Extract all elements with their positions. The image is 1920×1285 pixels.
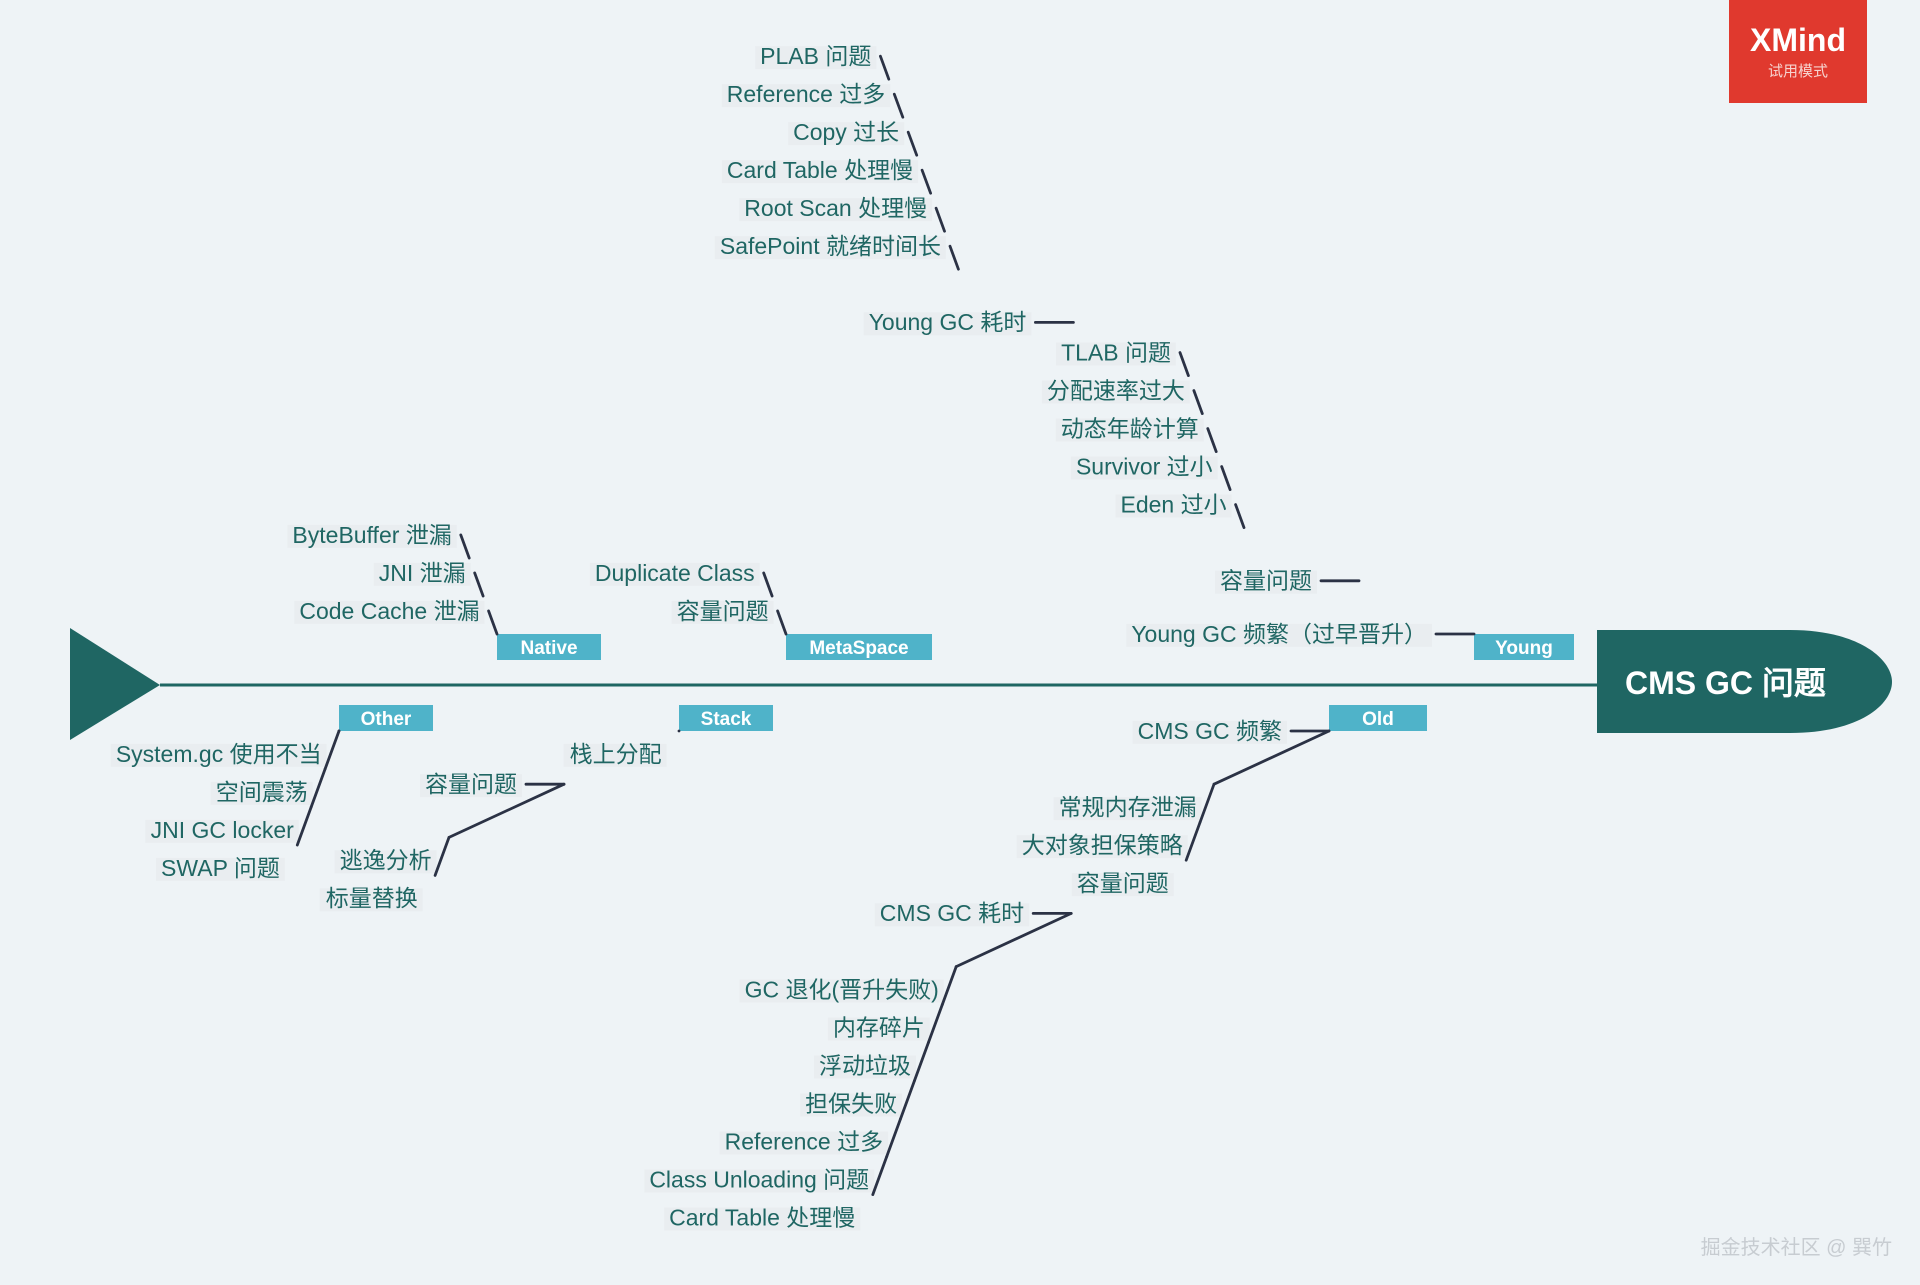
svg-text:Native: Native [520, 638, 577, 659]
svg-text:Duplicate Class: Duplicate Class [595, 560, 755, 586]
svg-text:大对象担保策略: 大对象担保策略 [1022, 832, 1183, 858]
svg-text:Young GC 耗时: Young GC 耗时 [869, 309, 1027, 335]
svg-text:SafePoint 就绪时间长: SafePoint 就绪时间长 [720, 233, 941, 259]
svg-text:担保失败: 担保失败 [805, 1090, 897, 1116]
svg-text:标量替换: 标量替换 [326, 885, 418, 911]
svg-text:Card Table 处理慢: Card Table 处理慢 [669, 1204, 855, 1230]
svg-text:Stack: Stack [701, 709, 752, 730]
svg-text:容量问题: 容量问题 [425, 771, 517, 797]
svg-text:动态年龄计算: 动态年龄计算 [1061, 415, 1199, 441]
svg-text:ByteBuffer 泄漏: ByteBuffer 泄漏 [292, 522, 451, 548]
svg-text:内存碎片: 内存碎片 [833, 1014, 925, 1040]
svg-text:Young: Young [1495, 638, 1553, 659]
svg-text:System.gc 使用不当: System.gc 使用不当 [116, 741, 322, 767]
svg-text:栈上分配: 栈上分配 [570, 741, 662, 767]
svg-text:CMS GC 频繁: CMS GC 频繁 [1138, 718, 1282, 744]
svg-text:容量问题: 容量问题 [677, 598, 769, 624]
svg-text:Card Table 处理慢: Card Table 处理慢 [727, 157, 913, 183]
svg-text:Code Cache 泄漏: Code Cache 泄漏 [299, 598, 479, 624]
svg-text:分配速率过大: 分配速率过大 [1047, 377, 1185, 403]
svg-text:Other: Other [361, 709, 412, 730]
svg-text:Eden 过小: Eden 过小 [1120, 491, 1226, 517]
svg-text:GC 退化(晋升失败): GC 退化(晋升失败) [745, 976, 939, 1002]
svg-text:MetaSpace: MetaSpace [809, 638, 908, 659]
svg-text:Survivor 过小: Survivor 过小 [1076, 453, 1213, 479]
svg-text:浮动垃圾: 浮动垃圾 [819, 1052, 911, 1078]
svg-text:CMS GC 问题: CMS GC 问题 [1625, 665, 1826, 701]
svg-text:SWAP 问题: SWAP 问题 [161, 855, 280, 881]
svg-text:JNI 泄漏: JNI 泄漏 [379, 560, 466, 586]
svg-text:PLAB 问题: PLAB 问题 [760, 43, 871, 69]
svg-text:Class Unloading 问题: Class Unloading 问题 [649, 1166, 869, 1192]
svg-text:容量问题: 容量问题 [1077, 870, 1169, 896]
svg-text:Young GC 频繁（过早晋升）: Young GC 频繁（过早晋升） [1131, 621, 1427, 647]
svg-text:容量问题: 容量问题 [1220, 568, 1312, 594]
svg-text:TLAB 问题: TLAB 问题 [1061, 339, 1171, 365]
svg-text:CMS GC 耗时: CMS GC 耗时 [880, 900, 1024, 926]
svg-text:逃逸分析: 逃逸分析 [340, 847, 432, 873]
svg-text:Old: Old [1362, 709, 1394, 730]
svg-text:常规内存泄漏: 常规内存泄漏 [1059, 794, 1197, 820]
svg-text:Reference 过多: Reference 过多 [727, 81, 886, 107]
svg-text:空间震荡: 空间震荡 [216, 779, 308, 805]
svg-text:JNI GC locker: JNI GC locker [151, 817, 294, 843]
svg-text:Root Scan 处理慢: Root Scan 处理慢 [744, 195, 927, 221]
svg-text:Copy 过长: Copy 过长 [793, 119, 899, 145]
svg-text:Reference 过多: Reference 过多 [725, 1128, 884, 1154]
